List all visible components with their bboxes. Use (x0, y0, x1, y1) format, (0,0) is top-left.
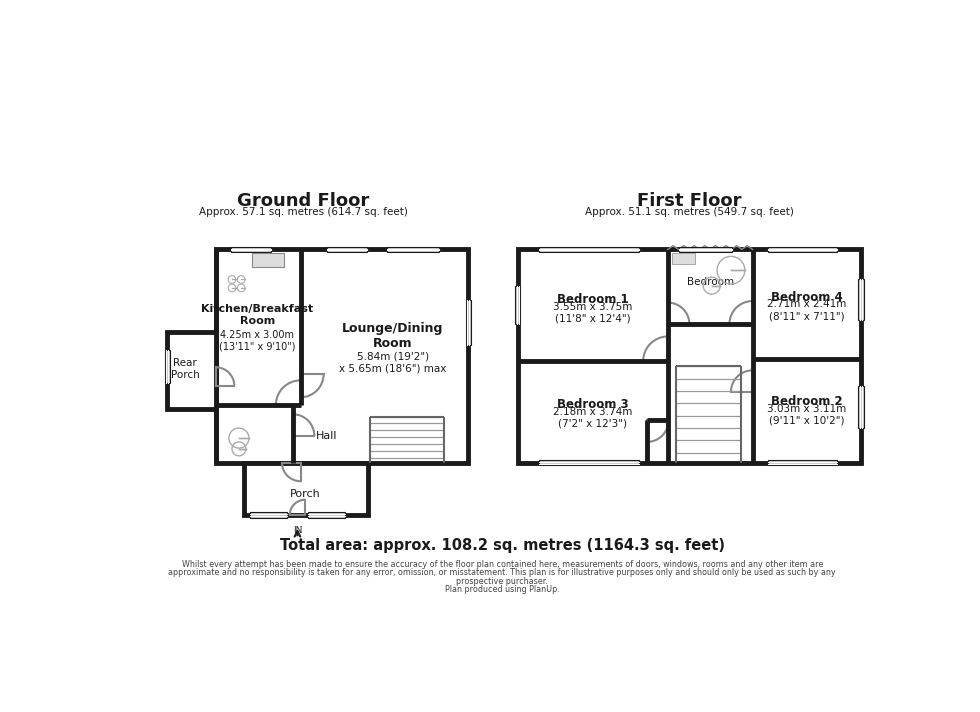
Text: approximate and no responsibility is taken for any error, omission, or misstatem: approximate and no responsibility is tak… (169, 568, 836, 577)
Text: prospective purchaser.: prospective purchaser. (457, 577, 548, 586)
Bar (517, 249, 861, 463)
Bar (539, 247, 639, 252)
Bar (216, 249, 468, 463)
Text: Whilst every attempt has been made to ensure the accuracy of the floor plan cont: Whilst every attempt has been made to en… (181, 560, 823, 569)
Text: Bedroom 3: Bedroom 3 (557, 399, 628, 412)
Bar (309, 513, 345, 518)
Bar (466, 300, 471, 345)
Text: Bedroom: Bedroom (687, 277, 734, 287)
Text: 3.03m x 3.11m
(9'11" x 10'2"): 3.03m x 3.11m (9'11" x 10'2") (766, 404, 846, 426)
Bar (768, 247, 837, 252)
Text: Bedroom 4: Bedroom 4 (770, 290, 842, 304)
Text: Total area: approx. 108.2 sq. metres (1164.3 sq. feet): Total area: approx. 108.2 sq. metres (11… (279, 538, 725, 553)
Text: 3.55m x 3.75m
(11'8" x 12'4"): 3.55m x 3.75m (11'8" x 12'4") (553, 302, 632, 323)
Bar (539, 460, 639, 466)
Text: 5.84m (19'2")
x 5.65m (18'6") max: 5.84m (19'2") x 5.65m (18'6") max (339, 352, 447, 373)
Bar (671, 253, 695, 264)
Text: Ground Floor: Ground Floor (237, 192, 369, 210)
Text: IN: IN (293, 526, 302, 535)
Text: Hall: Hall (316, 431, 337, 441)
Text: Approx. 51.1 sq. metres (549.7 sq. feet): Approx. 51.1 sq. metres (549.7 sq. feet) (585, 207, 794, 217)
Bar (244, 463, 368, 515)
Text: First Floor: First Floor (637, 192, 742, 210)
Bar (768, 460, 837, 466)
Text: Kitchen/Breakfast
Room: Kitchen/Breakfast Room (201, 304, 314, 325)
Bar (252, 253, 284, 267)
Bar (231, 247, 271, 252)
Text: Bedroom 2: Bedroom 2 (770, 394, 842, 408)
Bar (387, 247, 439, 252)
Bar (858, 280, 863, 320)
Text: Rear
Porch: Rear Porch (171, 358, 199, 379)
Bar (168, 332, 216, 409)
Text: Lounge/Dining
Room: Lounge/Dining Room (342, 323, 444, 350)
Text: Approx. 57.1 sq. metres (614.7 sq. feet): Approx. 57.1 sq. metres (614.7 sq. feet) (199, 207, 408, 217)
Bar (858, 386, 863, 429)
Bar (165, 350, 170, 382)
Bar (326, 247, 367, 252)
Text: 2.71m x 2.41m
(8'11" x 7'11"): 2.71m x 2.41m (8'11" x 7'11") (766, 300, 846, 321)
Bar (514, 286, 520, 324)
Text: 4.25m x 3.00m
(13'11" x 9'10"): 4.25m x 3.00m (13'11" x 9'10") (220, 330, 296, 352)
Bar (679, 247, 732, 252)
Text: Bedroom 1: Bedroom 1 (557, 293, 628, 306)
Text: Porch: Porch (290, 488, 320, 498)
Text: 2.18m x 3.74m
(7'2" x 12'3"): 2.18m x 3.74m (7'2" x 12'3") (553, 407, 632, 429)
Text: Plan produced using PlanUp.: Plan produced using PlanUp. (445, 585, 560, 595)
Bar (250, 513, 287, 518)
